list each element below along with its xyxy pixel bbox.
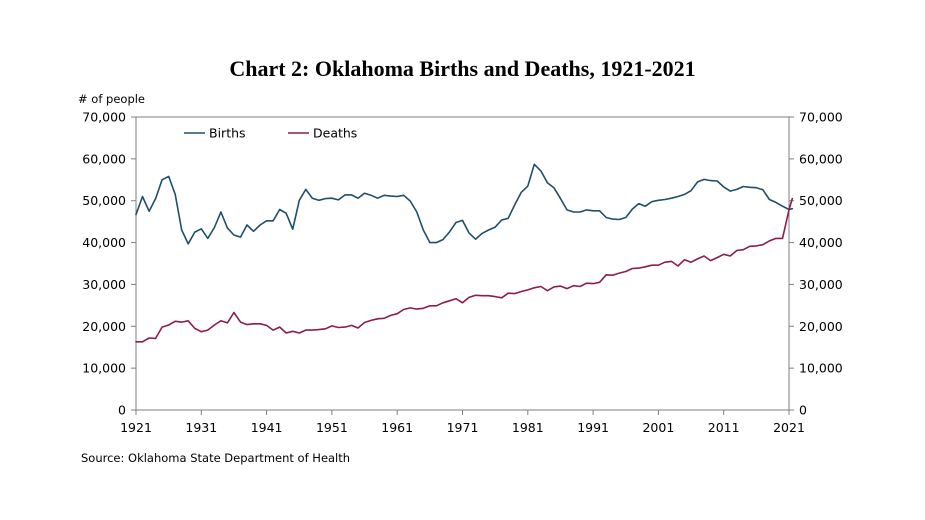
series-line-deaths [135, 197, 794, 343]
y-tick-label-right: 20,000 [799, 319, 843, 334]
x-tick-label: 1931 [185, 420, 217, 435]
x-tick-label: 2001 [642, 420, 674, 435]
y-tick-label-right: 10,000 [799, 361, 843, 376]
x-tick-label: 1921 [120, 420, 152, 435]
y-tick-label-right: 0 [799, 403, 807, 418]
legend: Births Deaths [184, 126, 357, 141]
plot-area-frame [135, 116, 790, 411]
x-tick-label: 1991 [577, 420, 609, 435]
y-tick-label-left: 0 [118, 403, 126, 418]
y-tick-label-left: 10,000 [82, 361, 126, 376]
axis-layer: 0 0 10,000 10,000 20,000 20,000 30,000 30,000 40… [82, 110, 843, 436]
y-tick-label-left: 20,000 [82, 319, 126, 334]
legend-label-deaths: Deaths [313, 126, 357, 141]
y-tick-label-right: 70,000 [799, 110, 843, 125]
x-tick-label: 2021 [773, 420, 805, 435]
y-tick-label-left: 30,000 [82, 277, 126, 292]
y-tick-label-left: 60,000 [82, 151, 126, 166]
y-tick-label-right: 40,000 [799, 235, 843, 250]
x-tick-label: 1981 [512, 420, 544, 435]
x-tick-label: 2011 [708, 420, 740, 435]
source-note: Source: Oklahoma State Department of Hea… [81, 451, 351, 465]
y-tick-label-right: 30,000 [799, 277, 843, 292]
legend-label-births: Births [209, 126, 246, 141]
y-axis-unit-label: # of people [78, 92, 145, 106]
x-tick-label: 1971 [447, 420, 479, 435]
y-tick-label-left: 70,000 [82, 110, 126, 125]
y-tick-label-left: 50,000 [82, 193, 126, 208]
x-tick-label: 1961 [381, 420, 413, 435]
x-tick-label: 1951 [316, 420, 348, 435]
y-tick-label-right: 50,000 [799, 193, 843, 208]
chart-title: Chart 2: Oklahoma Births and Deaths, 192… [229, 56, 696, 81]
y-tick-label-right: 60,000 [799, 151, 843, 166]
y-tick-label-left: 40,000 [82, 235, 126, 250]
series-layer [135, 163, 794, 343]
x-tick-label: 1941 [251, 420, 283, 435]
series-line-births [135, 163, 794, 245]
